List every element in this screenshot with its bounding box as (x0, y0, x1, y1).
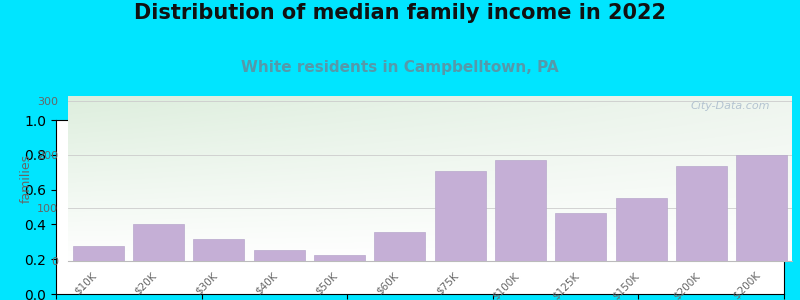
Text: City-Data.com: City-Data.com (690, 101, 770, 111)
Bar (615, 198, 667, 261)
Y-axis label: families: families (20, 154, 33, 203)
Bar (193, 238, 245, 261)
Bar (374, 232, 426, 261)
Bar (133, 224, 184, 261)
Bar (495, 160, 546, 261)
Bar (314, 255, 365, 261)
Text: Distribution of median family income in 2022: Distribution of median family income in … (134, 3, 666, 23)
Bar (73, 246, 124, 261)
Bar (434, 170, 486, 261)
Text: White residents in Campbelltown, PA: White residents in Campbelltown, PA (241, 60, 559, 75)
Bar (555, 213, 606, 261)
Bar (736, 154, 787, 261)
Bar (676, 166, 727, 261)
Bar (254, 250, 305, 261)
